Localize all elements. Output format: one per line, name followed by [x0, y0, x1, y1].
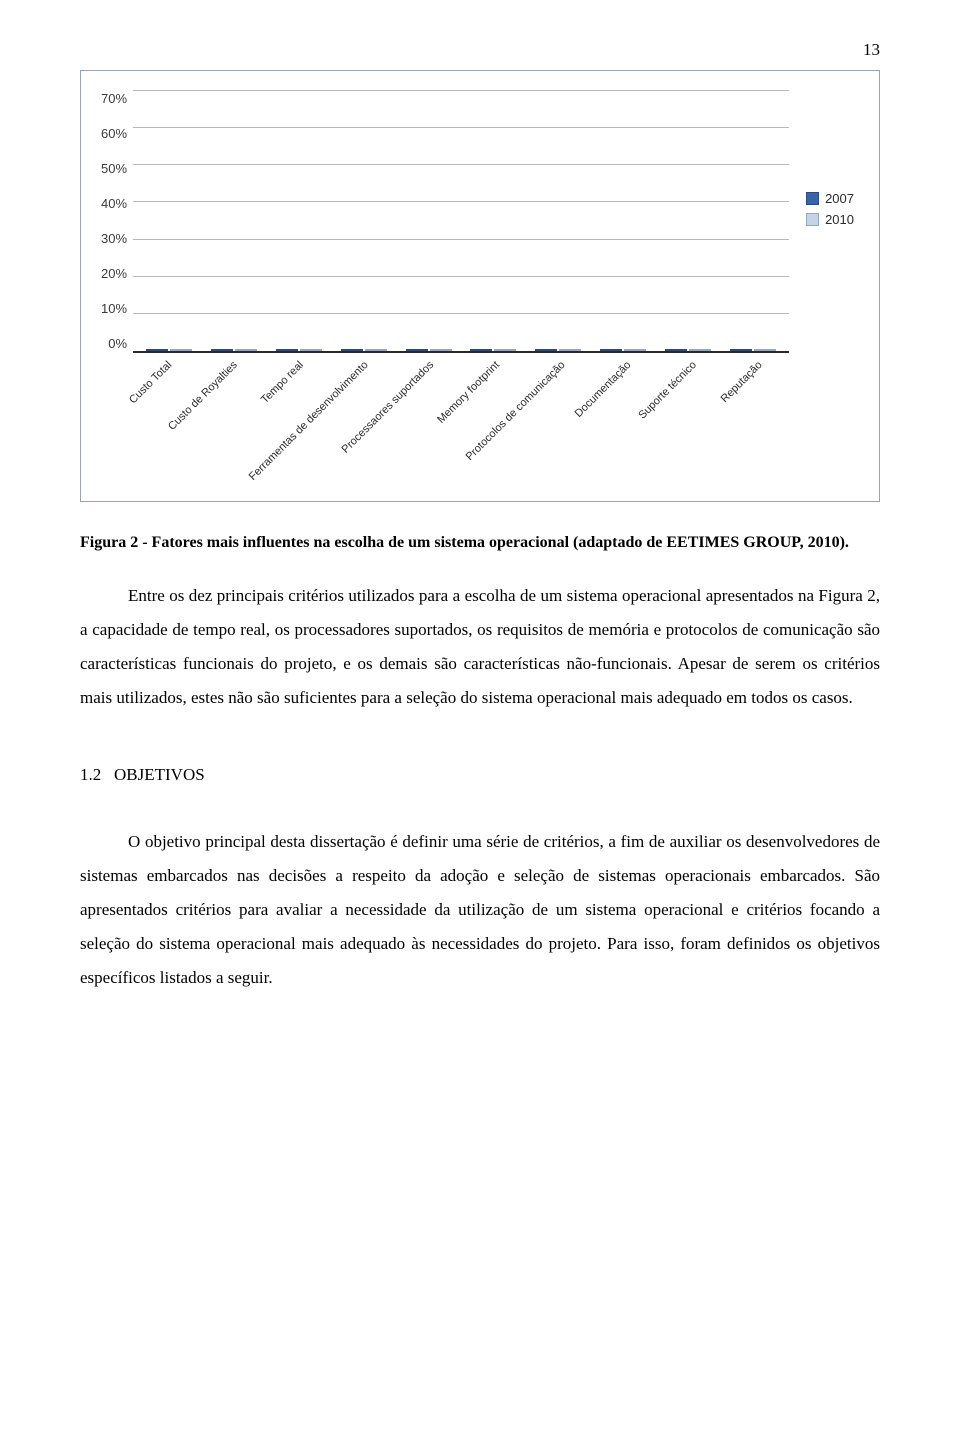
bar-group [526, 349, 591, 351]
section-number: 1.2 [80, 765, 101, 784]
bar [146, 349, 168, 351]
y-tick-label: 10% [101, 301, 127, 316]
legend-swatch-icon [806, 213, 819, 226]
bar [665, 349, 687, 351]
bar [535, 349, 557, 351]
bar-group [720, 349, 785, 351]
legend-item: 2010 [806, 212, 854, 227]
body-paragraph: O objetivo principal desta dissertação é… [80, 825, 880, 995]
bar [406, 349, 428, 351]
body-paragraph: Entre os dez principais critérios utiliz… [80, 579, 880, 715]
figure-caption: Figura 2 - Fatores mais influentes na es… [80, 532, 880, 554]
bar [430, 349, 452, 351]
bar [600, 349, 622, 351]
bar [754, 349, 776, 351]
bar [300, 349, 322, 351]
bar [559, 349, 581, 351]
bar [624, 349, 646, 351]
legend-label: 2007 [825, 191, 854, 206]
bar-group [137, 349, 202, 351]
y-tick-label: 0% [108, 336, 127, 351]
bar [494, 349, 516, 351]
bar [730, 349, 752, 351]
x-tick-label: Custo de Royalties [199, 357, 265, 467]
legend-swatch-icon [806, 192, 819, 205]
chart-legend: 2007 2010 [806, 191, 854, 233]
y-tick-label: 40% [101, 196, 127, 211]
bar-group [331, 349, 396, 351]
bar-group [267, 349, 332, 351]
bar [365, 349, 387, 351]
bar [689, 349, 711, 351]
legend-item: 2007 [806, 191, 854, 206]
bar-group [202, 349, 267, 351]
y-tick-label: 60% [101, 126, 127, 141]
section-title-text: OBJETIVOS [114, 765, 205, 784]
y-tick-label: 70% [101, 91, 127, 106]
plot-area [133, 91, 789, 353]
bar-group [461, 349, 526, 351]
bar-group [591, 349, 656, 351]
bar [170, 349, 192, 351]
bar-group [396, 349, 461, 351]
y-axis: 70% 60% 50% 40% 30% 20% 10% 0% [101, 91, 133, 351]
bar-group [655, 349, 720, 351]
bar [235, 349, 257, 351]
y-tick-label: 50% [101, 161, 127, 176]
bar [341, 349, 363, 351]
legend-label: 2010 [825, 212, 854, 227]
x-tick-label: Reputação [723, 357, 789, 467]
y-tick-label: 30% [101, 231, 127, 246]
x-axis-labels: Custo TotalCusto de RoyaltiesTempo realF… [133, 357, 789, 467]
y-tick-label: 20% [101, 266, 127, 281]
bar [276, 349, 298, 351]
bar [211, 349, 233, 351]
page-number: 13 [80, 40, 880, 60]
bar-chart: 70% 60% 50% 40% 30% 20% 10% 0% Custo TotalCusto… [80, 70, 880, 502]
bar [470, 349, 492, 351]
x-tick-label: Suporte técnico [658, 357, 724, 467]
section-heading: 1.2 OBJETIVOS [80, 765, 880, 785]
